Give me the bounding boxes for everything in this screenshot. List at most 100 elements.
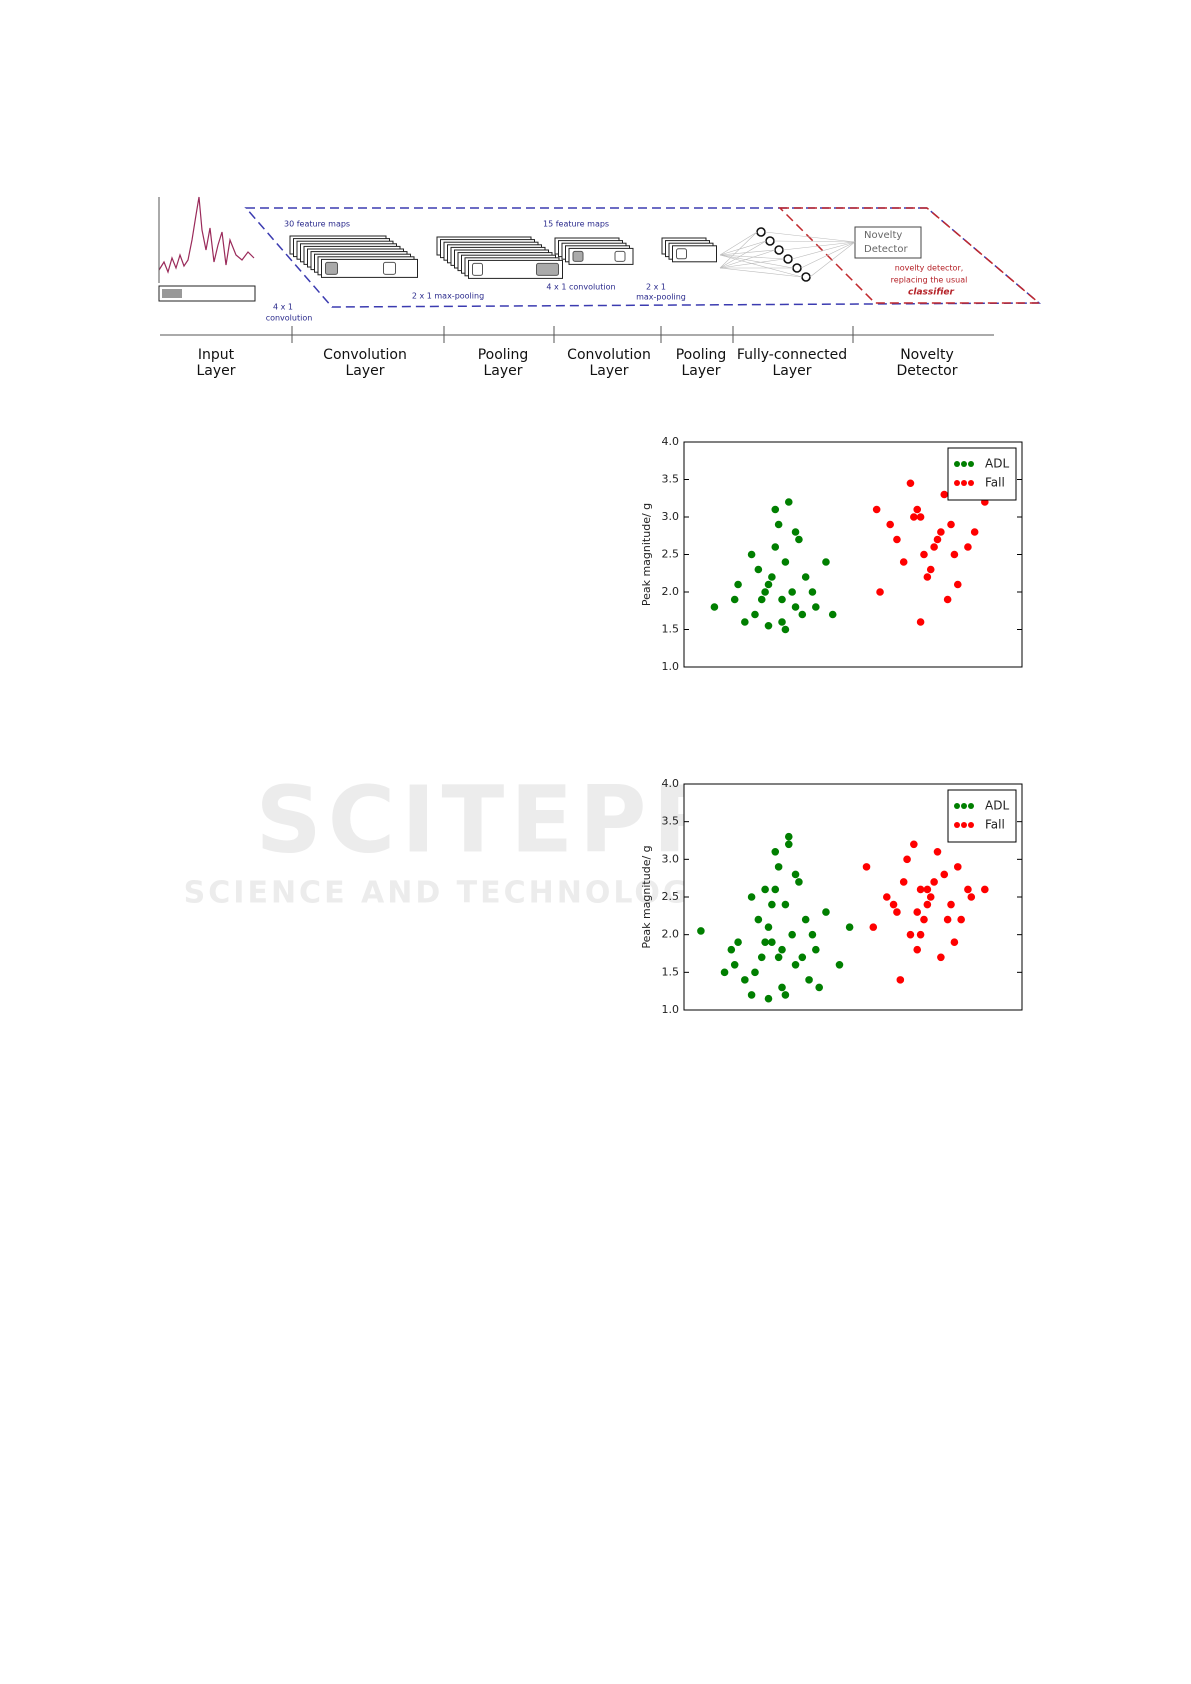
cnn-diagram [158,196,1042,343]
legend-marker [954,822,960,828]
point [774,520,783,529]
point [940,870,949,879]
y-tick-label: 1.5 [662,623,680,636]
point [916,618,925,626]
point [862,863,871,871]
point [791,870,800,879]
y-axis-label: Peak magnitude/ g [640,503,653,606]
legend-marker [961,480,967,486]
point [933,848,942,856]
layer-label: Layer [345,363,384,379]
y-tick-label: 2.5 [662,890,680,903]
point [764,621,773,630]
point [781,900,790,909]
y-tick-label: 1.0 [662,1003,680,1016]
point [791,961,800,969]
legend-marker [968,803,974,809]
novelty-note: classifier [908,288,954,298]
point [923,900,932,909]
point [798,953,807,962]
legend [947,789,1017,843]
point [910,513,918,521]
legend-marker [961,803,967,809]
layer-label: Detector [896,363,957,379]
point [967,893,976,901]
point [920,915,928,924]
novelty-note: replacing the usual [891,276,968,285]
novelty-box [854,226,922,259]
point [791,603,800,611]
point [791,528,800,536]
neuron [792,263,802,273]
point [741,976,749,984]
layer-label: Fully-connected [737,347,847,363]
point [950,550,959,559]
point [937,953,945,962]
point [784,498,793,506]
legend-marker [954,461,960,467]
layer-label: Layer [589,363,628,379]
point [768,900,776,909]
connection [719,267,803,278]
point [761,588,769,596]
annotation: 2 x 1 [646,283,666,292]
legend-marker [961,822,967,828]
annotation: 15 feature maps [543,220,609,229]
point [730,961,739,969]
point [883,893,891,901]
point [774,953,783,962]
point [981,885,989,894]
network-outline [244,207,1042,308]
point [751,968,759,977]
point [778,618,786,626]
connection [719,254,794,269]
point [751,610,759,619]
annotation: convolution [266,314,313,323]
point [734,580,742,589]
legend-marker [968,461,974,467]
point [933,535,942,544]
point [784,832,793,841]
point [910,840,918,849]
point [828,610,837,619]
y-tick-label: 3.0 [662,510,680,523]
novelty-note: novelty detector, [895,264,964,273]
point [886,520,894,529]
point [906,479,915,488]
legend-marker [954,480,960,486]
point [835,961,844,969]
detector-outline [778,207,1042,304]
point [774,863,783,871]
point [771,505,780,514]
fc-neurons [719,227,856,282]
legend-marker [968,480,974,486]
point [923,573,932,581]
legend-label: Fall [985,818,1005,832]
point [899,878,908,886]
point [788,930,796,939]
point [947,520,955,529]
connection [719,254,803,278]
neuron [756,227,766,237]
point [754,915,763,924]
point [754,565,763,574]
point [869,923,878,931]
layer-label: Pooling [676,347,727,363]
connection [800,241,856,269]
point [808,588,817,596]
point [768,938,776,947]
point [896,976,905,984]
legend-marker [961,461,967,467]
connection [719,231,758,256]
point [727,945,736,954]
layer-label: Novelty [900,347,954,363]
kernel [325,261,338,275]
point [970,528,979,536]
scatter-chart: 1.0 1.5 2.0 2.5 3.0 3.5 4.0 Peak magnitude/ g AD… [640,435,1023,673]
point [953,863,962,871]
point [781,625,790,634]
point [916,885,925,894]
legend-label: Fall [985,476,1005,490]
point [761,938,769,947]
layer-label: Convolution [567,347,651,363]
